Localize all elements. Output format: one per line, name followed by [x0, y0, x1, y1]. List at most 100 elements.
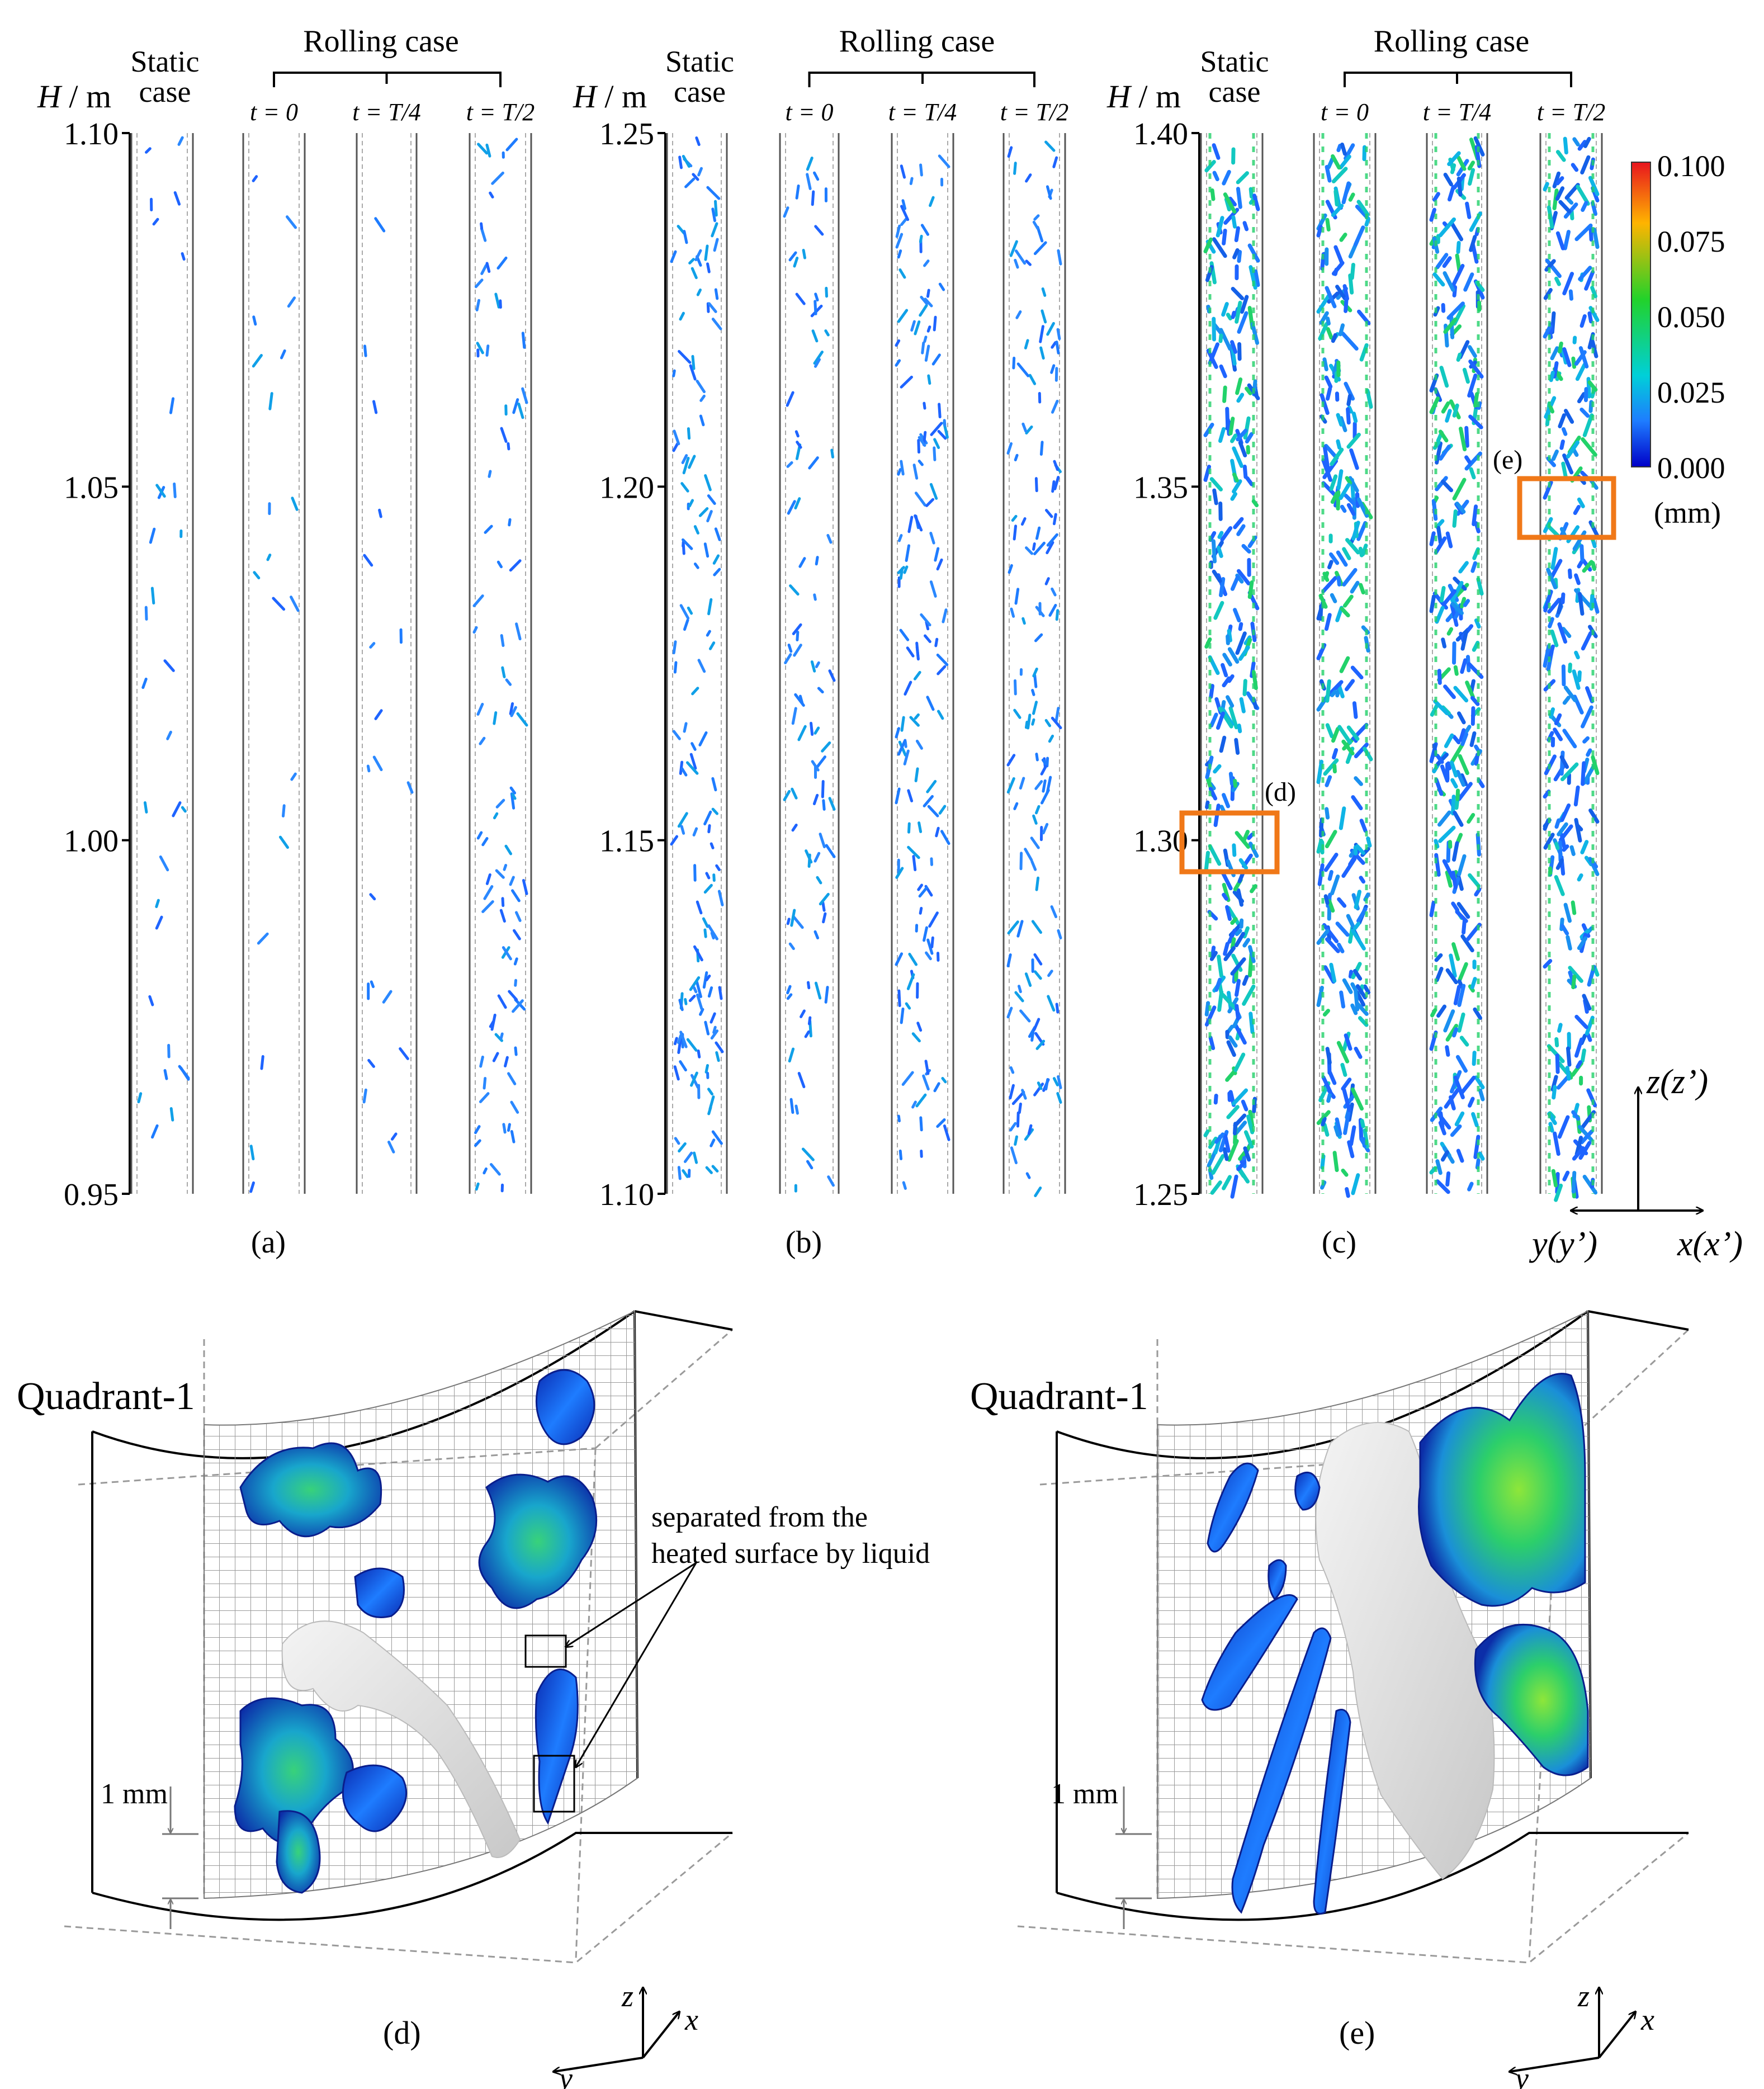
vapor-mark	[1574, 650, 1580, 660]
vapor-mark	[1010, 1146, 1018, 1165]
vapor-mark	[1435, 1179, 1450, 1194]
vapor-mark	[1354, 776, 1363, 786]
vapor-mark	[1439, 366, 1449, 388]
vapor-mark	[798, 557, 806, 568]
vapor-mark	[1032, 220, 1039, 230]
vapor-mark	[1344, 1033, 1352, 1051]
callout-arrow	[566, 1562, 697, 1647]
vapor-mark	[926, 289, 930, 298]
vapor-mark	[792, 915, 804, 929]
vapor-mark	[1554, 713, 1562, 726]
vapor-mark	[1208, 342, 1219, 365]
vapor-mark	[1212, 143, 1221, 160]
vapor-mark	[1204, 850, 1210, 872]
vapor-mark	[1323, 894, 1330, 905]
vapor-mark	[1361, 543, 1368, 556]
vapor-mark	[1456, 833, 1463, 844]
vapor-mark	[918, 460, 924, 466]
panel-d-axes	[554, 1988, 679, 2072]
vapor-mark	[1459, 728, 1466, 742]
vapor-mark	[474, 1139, 481, 1147]
vapor-mark	[489, 1162, 501, 1176]
vapor-mark	[1218, 706, 1233, 729]
vapor-mark	[1336, 144, 1342, 153]
vapor-mark	[1251, 499, 1259, 508]
vapor-mark	[680, 482, 689, 493]
vapor-mark	[897, 989, 901, 1007]
vapor-mark	[926, 325, 931, 333]
vapor-mark	[166, 730, 172, 740]
vapor-mark	[1044, 140, 1056, 152]
vapor-mark	[693, 563, 699, 569]
vapor-mark	[1340, 504, 1347, 513]
vapor-mark	[938, 154, 950, 168]
vapor-mark	[173, 191, 181, 206]
vapor-mark	[929, 483, 938, 500]
vapor-mark	[1342, 594, 1354, 608]
vapor-mark	[1330, 491, 1339, 504]
vapor-mark	[1212, 237, 1227, 258]
vapor-mark	[1349, 448, 1359, 470]
vapor-mark	[1348, 192, 1355, 202]
static-case-label: Static	[131, 45, 200, 78]
vapor-mark	[929, 532, 935, 545]
vapor-mark	[1238, 645, 1250, 661]
vapor-mark	[1237, 249, 1242, 263]
vapor-mark	[1346, 503, 1356, 516]
vapor-mark	[1238, 441, 1247, 457]
vapor-mark	[1354, 990, 1360, 1012]
vapor-mark	[1228, 1035, 1238, 1048]
vapor-mark	[1555, 858, 1564, 870]
vapor-mark	[1574, 1136, 1583, 1156]
vapor-mark	[1337, 685, 1345, 698]
vapor-mark	[1451, 263, 1465, 287]
vapor-mark	[268, 392, 273, 410]
vapor-mark	[1439, 445, 1451, 461]
vapor-mark	[689, 364, 697, 381]
vapor-mark	[1568, 568, 1572, 579]
vapor-mark	[1214, 1132, 1225, 1144]
vapor-mark	[1240, 295, 1249, 314]
vapor-mark	[1056, 1092, 1062, 1104]
vapor-mark	[1325, 807, 1330, 820]
vapor-mark	[1558, 200, 1572, 214]
vapor-mark	[1339, 656, 1350, 673]
vapor-mark	[1335, 285, 1347, 301]
rolling-case-bracket	[808, 72, 1035, 87]
vapor-mark	[1355, 1001, 1369, 1016]
vapor-mark	[1339, 483, 1351, 500]
vapor-mark	[1046, 533, 1058, 547]
vapor-mark	[717, 890, 724, 906]
colorbar-tick: 0.100	[1657, 149, 1725, 183]
vapor-mark	[1318, 593, 1328, 609]
vapor-mark	[926, 696, 935, 711]
vapor-mark	[1025, 546, 1034, 555]
vapor-mark	[1469, 731, 1477, 747]
vapor-mark	[1009, 240, 1018, 257]
vapor-mark	[1579, 407, 1590, 418]
vapor-mark	[1581, 631, 1593, 651]
vapor-mark	[1453, 985, 1462, 1005]
vapor-mark	[673, 429, 680, 446]
vapor-mark	[472, 626, 478, 634]
vapor-mark	[906, 646, 915, 658]
vapor-mark	[1361, 1137, 1366, 1148]
vapor-mark	[1573, 785, 1580, 807]
vapor-mark	[819, 892, 830, 906]
vapor-mark	[913, 670, 921, 680]
vapor-mark	[1339, 154, 1351, 170]
vapor-mark	[1242, 975, 1249, 986]
vapor-mark	[707, 986, 713, 998]
vapor-mark	[1030, 836, 1040, 849]
static-case-label: case	[1209, 75, 1261, 108]
vapor-mark	[1335, 1117, 1342, 1136]
vapor-mark	[1460, 773, 1468, 786]
vapor-mark	[1232, 248, 1240, 259]
vapor-mark	[897, 739, 907, 756]
vapor-mark	[1223, 1133, 1231, 1153]
vapor-mark	[1456, 155, 1467, 171]
vapor-mark	[678, 999, 684, 1012]
panel-e-scale-label: 1 mm	[1051, 1778, 1118, 1810]
vapor-mark	[711, 1130, 723, 1145]
vapor-mark	[1228, 417, 1235, 436]
